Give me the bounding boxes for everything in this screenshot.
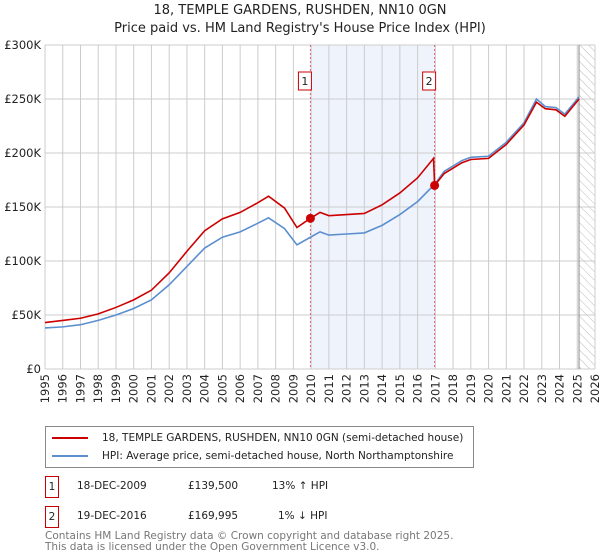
x-tick-label: 2026 — [588, 374, 600, 403]
sale-point — [305, 213, 315, 223]
transaction-hpi: 13% ↑ HPI — [272, 480, 329, 492]
y-tick-label: £250K — [4, 92, 41, 106]
x-tick-label: 2024 — [553, 374, 567, 403]
hpi-line — [44, 96, 580, 329]
x-tick-label: 2010 — [304, 374, 318, 403]
chart-title: 18, TEMPLE GARDENS, RUSHDEN, NN10 0GN — [153, 3, 447, 18]
price-paid-line — [44, 98, 580, 324]
transaction-row: 1 18-DEC-2009 £139,500 13% ↑ HPI — [45, 476, 445, 498]
x-tick-label: 2009 — [286, 374, 300, 403]
x-tick-label: 2002 — [162, 374, 176, 403]
plot-area: 1995 1996 1997 1998 1999 2000 2001 2002 2003 2004… — [4, 38, 600, 403]
transaction-date: 19-DEC-2016 — [77, 510, 147, 522]
y-tick-label: £150K — [4, 200, 41, 214]
x-tick-label: 2019 — [464, 374, 478, 403]
sale-badge — [297, 71, 312, 91]
transaction-price: £169,995 — [188, 510, 239, 522]
x-tick-label: 1998 — [91, 374, 105, 403]
y-tick-label: £100K — [4, 254, 41, 268]
transaction-badge: 1 — [45, 476, 59, 498]
sale-badge-label: 1 — [301, 75, 308, 88]
x-tick-label: 2015 — [393, 374, 407, 403]
legend-label: 18, TEMPLE GARDENS, RUSHDEN, NN10 0GN (s… — [102, 432, 464, 444]
x-tick-label: 2023 — [535, 374, 549, 403]
footer-line: This data is licensed under the Open Gov… — [45, 541, 380, 553]
footer: Contains HM Land Registry data © Crown c… — [45, 531, 453, 553]
legend-swatch — [52, 455, 88, 457]
transaction-hpi: 1% ↓ HPI — [278, 510, 328, 522]
legend-item-property: 18, TEMPLE GARDENS, RUSHDEN, NN10 0GN (s… — [52, 430, 463, 446]
x-tick-label: 2000 — [127, 374, 141, 403]
x-tick-label: 2020 — [482, 374, 496, 403]
x-tick-label: 2012 — [340, 374, 354, 403]
y-tick-label: £200K — [4, 146, 41, 160]
transaction-badge: 2 — [45, 506, 59, 528]
legend-label: HPI: Average price, semi-detached house,… — [102, 450, 454, 462]
transaction-date: 18-DEC-2009 — [77, 480, 147, 492]
sale-point — [430, 180, 440, 190]
legend-item-hpi: HPI: Average price, semi-detached house,… — [52, 448, 453, 464]
legend-swatch — [52, 437, 88, 439]
chart-subtitle: Price paid vs. HM Land Registry's House … — [114, 21, 486, 36]
transaction-row: 2 19-DEC-2016 £169,995 1% ↓ HPI — [45, 506, 445, 528]
x-tick-label: 2007 — [251, 374, 265, 403]
x-tick-label: 2006 — [233, 374, 247, 403]
x-tick-label: 2004 — [198, 374, 212, 403]
x-tick-label: 1996 — [56, 374, 70, 403]
x-tick-label: 2001 — [144, 374, 158, 403]
x-tick-label: 2025 — [570, 374, 584, 403]
sale-badge-label: 2 — [426, 75, 433, 88]
footer-line: Contains HM Land Registry data © Crown c… — [45, 530, 454, 542]
sale-badge — [422, 71, 437, 91]
x-tick-label: 2016 — [411, 374, 425, 403]
x-tick-label: 1995 — [38, 374, 52, 403]
x-tick-label: 1997 — [73, 374, 87, 403]
x-tick-label: 2003 — [180, 374, 194, 403]
x-tick-label: 2021 — [499, 374, 513, 403]
x-tick-label: 2013 — [357, 374, 371, 403]
legend: 18, TEMPLE GARDENS, RUSHDEN, NN10 0GN (s… — [45, 426, 474, 468]
x-tick-label: 1999 — [109, 374, 123, 403]
y-tick-label: £300K — [4, 38, 41, 52]
x-tick-label: 2008 — [269, 374, 283, 403]
x-tick-label: 2005 — [215, 374, 229, 403]
x-tick-label: 2017 — [428, 374, 442, 403]
x-tick-label: 2011 — [322, 374, 336, 403]
x-tick-label: 2022 — [517, 374, 531, 403]
transaction-price: £139,500 — [188, 480, 239, 492]
y-tick-label: £0 — [26, 362, 41, 376]
x-tick-label: 2014 — [375, 374, 389, 403]
x-tick-label: 2018 — [446, 374, 460, 403]
y-tick-label: £50K — [12, 308, 42, 322]
